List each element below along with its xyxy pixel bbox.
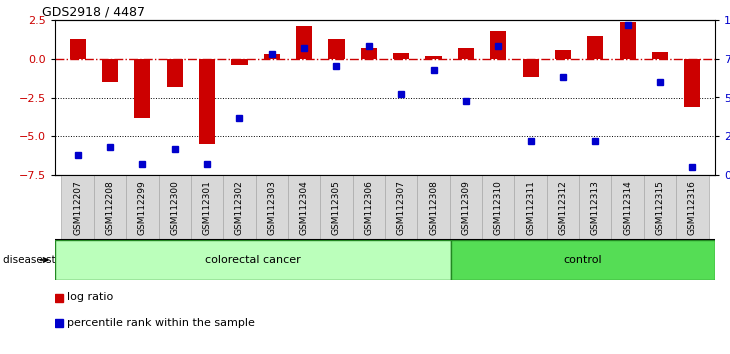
Bar xyxy=(231,59,247,65)
Bar xyxy=(482,175,515,240)
Bar xyxy=(361,48,377,59)
Bar xyxy=(418,175,450,240)
Bar xyxy=(684,59,701,107)
Bar xyxy=(523,59,539,78)
Text: GSM112207: GSM112207 xyxy=(73,180,82,235)
Text: GSM112305: GSM112305 xyxy=(332,180,341,235)
Bar xyxy=(264,54,280,59)
Text: GSM112302: GSM112302 xyxy=(235,180,244,235)
Text: GSM112303: GSM112303 xyxy=(267,180,276,235)
Bar xyxy=(620,22,636,59)
Bar xyxy=(134,59,150,118)
Text: GSM112208: GSM112208 xyxy=(106,180,115,235)
Bar xyxy=(353,175,385,240)
Bar xyxy=(652,52,668,59)
Bar xyxy=(451,240,715,280)
Bar xyxy=(490,31,507,59)
Bar xyxy=(547,175,579,240)
Text: GSM112308: GSM112308 xyxy=(429,180,438,235)
Bar xyxy=(223,175,256,240)
Text: GSM112316: GSM112316 xyxy=(688,180,697,235)
Text: GSM112301: GSM112301 xyxy=(202,180,212,235)
Bar xyxy=(555,50,571,59)
Bar xyxy=(385,175,418,240)
Text: GSM112311: GSM112311 xyxy=(526,180,535,235)
Text: GDS2918 / 4487: GDS2918 / 4487 xyxy=(42,6,145,19)
Bar xyxy=(126,175,158,240)
Bar xyxy=(676,175,709,240)
Bar xyxy=(644,175,676,240)
Bar xyxy=(158,175,191,240)
Bar xyxy=(296,26,312,59)
Text: GSM112300: GSM112300 xyxy=(170,180,179,235)
Bar xyxy=(288,175,320,240)
Text: disease state: disease state xyxy=(3,255,72,265)
Bar xyxy=(199,59,215,144)
Text: colorectal cancer: colorectal cancer xyxy=(205,255,301,265)
Text: GSM112312: GSM112312 xyxy=(558,180,567,235)
Bar xyxy=(69,39,85,59)
Text: control: control xyxy=(564,255,602,265)
Bar xyxy=(515,175,547,240)
Text: GSM112306: GSM112306 xyxy=(364,180,373,235)
Bar xyxy=(61,175,94,240)
Text: GSM112307: GSM112307 xyxy=(396,180,406,235)
Text: percentile rank within the sample: percentile rank within the sample xyxy=(67,318,255,327)
Bar xyxy=(166,59,182,87)
Bar xyxy=(102,59,118,82)
Text: GSM112310: GSM112310 xyxy=(493,180,503,235)
Text: GSM112313: GSM112313 xyxy=(591,180,600,235)
Text: GSM112304: GSM112304 xyxy=(299,180,309,235)
Text: GSM112309: GSM112309 xyxy=(461,180,470,235)
Text: GSM112315: GSM112315 xyxy=(656,180,664,235)
Bar xyxy=(587,35,604,59)
Bar xyxy=(94,175,126,240)
Bar xyxy=(450,175,482,240)
Text: GSM112314: GSM112314 xyxy=(623,180,632,235)
Bar xyxy=(255,175,288,240)
Bar xyxy=(191,175,223,240)
Bar xyxy=(458,48,474,59)
Bar xyxy=(393,52,410,59)
Bar xyxy=(579,175,612,240)
Text: log ratio: log ratio xyxy=(67,292,113,303)
Bar xyxy=(55,240,451,280)
Bar xyxy=(612,175,644,240)
Bar xyxy=(320,175,353,240)
Bar xyxy=(328,39,345,59)
Text: GSM112299: GSM112299 xyxy=(138,180,147,235)
Bar xyxy=(426,56,442,59)
